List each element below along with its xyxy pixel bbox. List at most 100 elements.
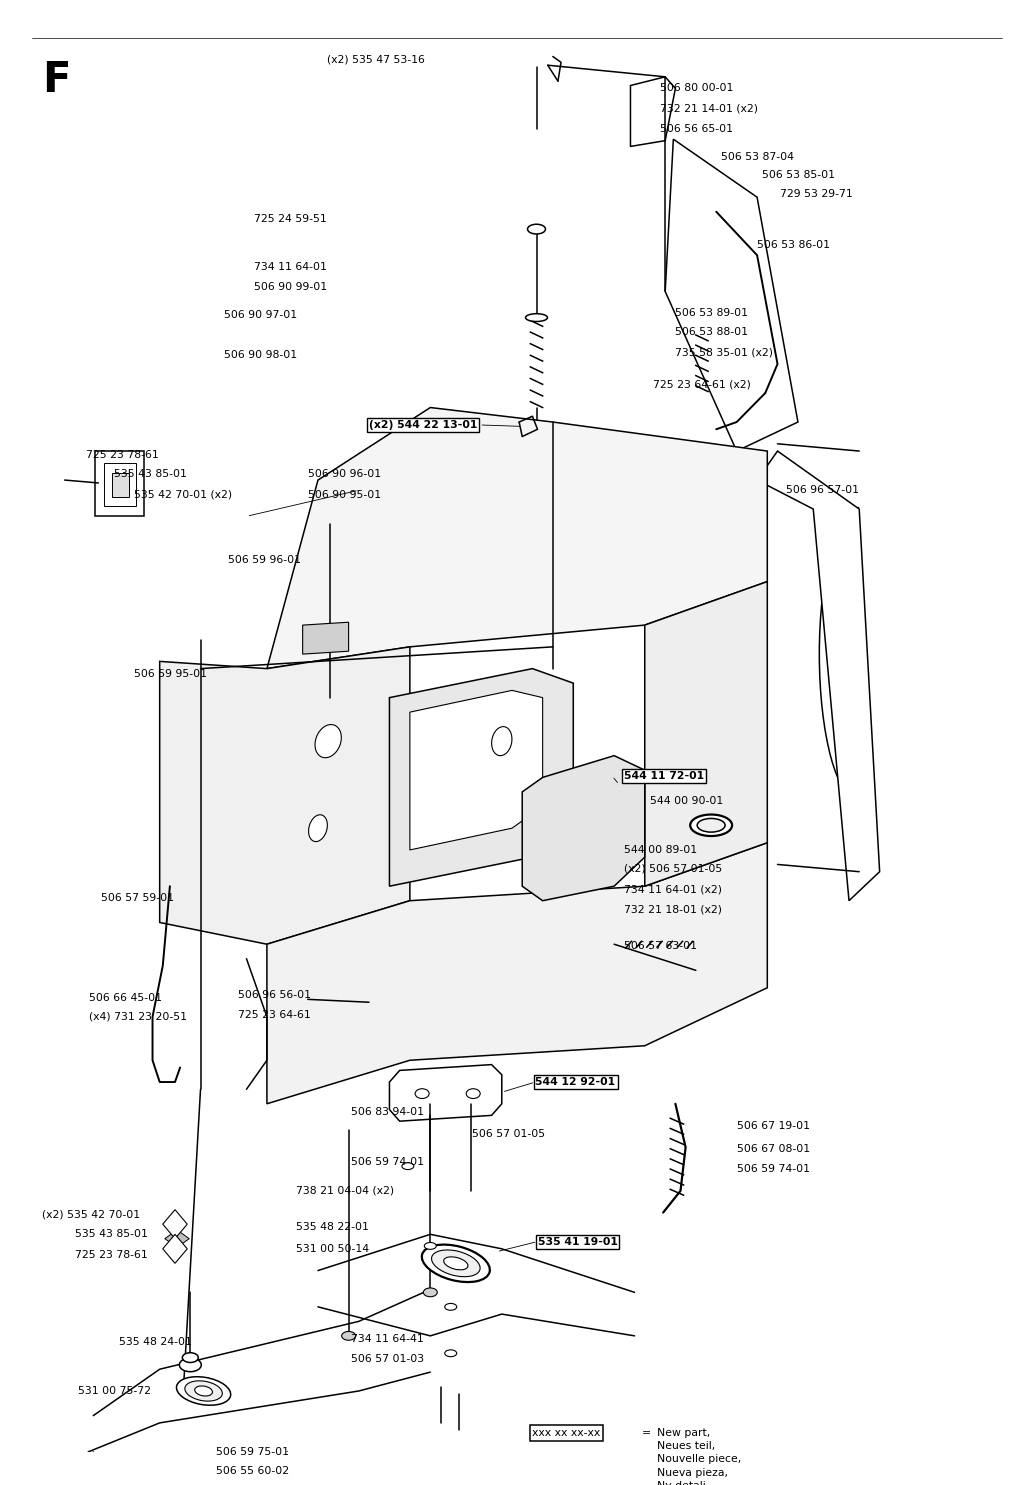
Ellipse shape [697,818,725,832]
Text: 506 57 01-05: 506 57 01-05 [472,1129,546,1139]
Ellipse shape [195,1386,212,1396]
Text: 506 90 97-01: 506 90 97-01 [224,310,297,319]
Text: 725 23 64-61 (x2): 725 23 64-61 (x2) [653,379,751,389]
Polygon shape [267,407,767,668]
Text: 725 23 64-61: 725 23 64-61 [239,1010,311,1020]
Polygon shape [103,463,136,506]
Text: 735 58 35-01 (x2): 735 58 35-01 (x2) [676,347,773,358]
Text: Nueva pieza,: Nueva pieza, [657,1467,728,1478]
Text: (x2) 535 47 53-16: (x2) 535 47 53-16 [328,55,425,64]
Text: 506 57 01-03: 506 57 01-03 [350,1354,424,1365]
Ellipse shape [690,815,732,836]
Ellipse shape [182,1353,199,1363]
Text: 535 42 70-01 (x2): 535 42 70-01 (x2) [134,490,232,499]
Text: 506 90 98-01: 506 90 98-01 [224,350,297,361]
Text: 725 23 78-61: 725 23 78-61 [75,1249,147,1259]
Text: 544 12 92-01: 544 12 92-01 [536,1077,615,1087]
Ellipse shape [185,1381,222,1402]
Text: 732 21 18-01 (x2): 732 21 18-01 (x2) [625,904,722,915]
Text: 734 11 64-01 (x2): 734 11 64-01 (x2) [625,884,722,894]
Text: (x2) 535 42 70-01: (x2) 535 42 70-01 [42,1209,140,1219]
Text: 531 00 75-72: 531 00 75-72 [78,1386,151,1396]
Text: New part,: New part, [657,1429,711,1437]
Text: 506 57 59-01: 506 57 59-01 [101,892,174,903]
Text: (x2) 506 57 01-05: (x2) 506 57 01-05 [625,864,723,873]
Text: 734 11 64-41: 734 11 64-41 [350,1334,423,1344]
Ellipse shape [444,1350,457,1357]
Ellipse shape [315,725,341,757]
Ellipse shape [431,1250,480,1277]
Text: 725 24 59-51: 725 24 59-51 [254,214,327,224]
Text: 506 53 86-01: 506 53 86-01 [757,241,830,249]
Text: 506 67 19-01: 506 67 19-01 [736,1121,810,1130]
Ellipse shape [423,1287,437,1296]
Text: 506 59 74-01: 506 59 74-01 [350,1157,424,1167]
Text: 544 00 90-01: 544 00 90-01 [650,796,723,806]
Text: 506 80 00-01: 506 80 00-01 [660,83,733,94]
Text: 506 96 56-01: 506 96 56-01 [239,990,311,999]
Text: 734 11 64-01: 734 11 64-01 [254,261,327,272]
Text: (x4) 731 23 20-51: (x4) 731 23 20-51 [89,1011,187,1022]
Text: Nouvelle piece,: Nouvelle piece, [657,1454,741,1464]
Polygon shape [112,472,129,497]
Text: 506 59 74-01: 506 59 74-01 [736,1164,810,1175]
Text: 506 55 60-02: 506 55 60-02 [216,1466,289,1476]
Ellipse shape [466,1089,480,1099]
Text: 506 67 08-01: 506 67 08-01 [736,1143,810,1154]
Ellipse shape [415,1089,429,1099]
Polygon shape [165,1230,189,1247]
Ellipse shape [525,313,548,322]
Text: 725 23 78-61: 725 23 78-61 [86,450,159,460]
Text: 535 48 24-01: 535 48 24-01 [119,1336,191,1347]
Text: 506 90 99-01: 506 90 99-01 [254,282,327,293]
Polygon shape [522,756,645,901]
Text: F: F [42,59,71,101]
Text: 506 96 57-01: 506 96 57-01 [785,486,859,495]
Text: 729 53 29-71: 729 53 29-71 [779,189,852,199]
Text: 506 53 85-01: 506 53 85-01 [762,171,836,181]
Text: 506 59 96-01: 506 59 96-01 [228,555,301,564]
Ellipse shape [424,1243,436,1249]
Text: 506 57 63-01: 506 57 63-01 [625,940,697,950]
Text: 506 83 94-01: 506 83 94-01 [350,1108,424,1118]
Ellipse shape [342,1332,355,1341]
Text: 535 43 85-01: 535 43 85-01 [75,1230,147,1240]
Polygon shape [757,451,880,901]
Text: 506 59 95-01: 506 59 95-01 [134,670,207,680]
Ellipse shape [527,224,546,235]
Text: 506 90 95-01: 506 90 95-01 [308,490,381,499]
Text: 506 53 89-01: 506 53 89-01 [676,309,749,318]
Polygon shape [160,647,410,944]
Polygon shape [631,77,676,147]
Text: 506 59 75-01: 506 59 75-01 [216,1446,289,1457]
Polygon shape [163,1234,187,1264]
Text: =: = [642,1429,651,1437]
Ellipse shape [444,1304,457,1310]
Ellipse shape [422,1244,489,1282]
Ellipse shape [401,1163,414,1170]
Text: 506 53 88-01: 506 53 88-01 [676,327,749,337]
Text: Ny detalj: Ny detalj [657,1481,706,1485]
Text: 506 56 65-01: 506 56 65-01 [660,125,733,134]
Polygon shape [645,582,767,887]
Text: Neues teil,: Neues teil, [657,1442,716,1451]
Text: 506 53 87-04: 506 53 87-04 [721,151,795,162]
Text: 535 43 85-01: 535 43 85-01 [114,469,186,480]
Text: 738 21 04-04 (x2): 738 21 04-04 (x2) [296,1187,393,1195]
Polygon shape [267,842,767,1103]
Text: 544 00 89-01: 544 00 89-01 [625,845,697,855]
Polygon shape [410,691,543,849]
Polygon shape [303,622,348,653]
Text: 506 90 96-01: 506 90 96-01 [308,469,381,480]
Text: 544 11 72-01: 544 11 72-01 [625,771,705,781]
Polygon shape [389,668,573,887]
Polygon shape [163,1210,187,1238]
Text: 535 48 22-01: 535 48 22-01 [296,1222,369,1233]
Ellipse shape [179,1357,202,1372]
Polygon shape [95,451,144,517]
Ellipse shape [492,726,512,756]
Text: 535 41 19-01: 535 41 19-01 [538,1237,617,1246]
Text: 531 00 50-14: 531 00 50-14 [296,1244,369,1253]
Polygon shape [666,140,798,451]
Text: 732 21 14-01 (x2): 732 21 14-01 (x2) [660,104,758,114]
